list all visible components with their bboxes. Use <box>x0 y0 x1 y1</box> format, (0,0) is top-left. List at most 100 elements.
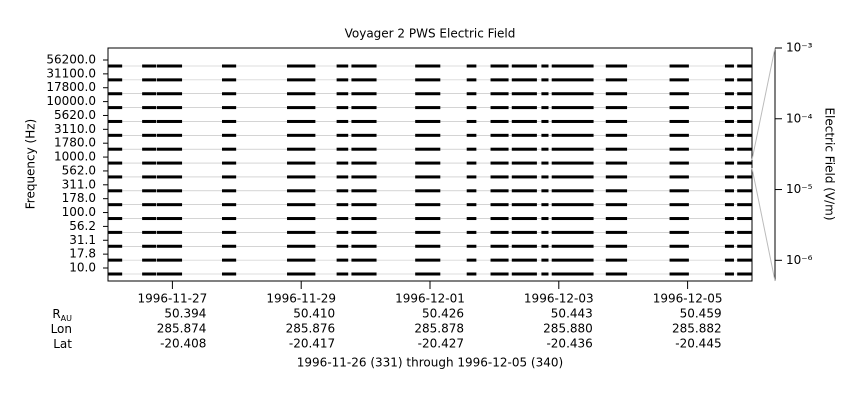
data-segment <box>511 230 537 234</box>
data-segment <box>156 133 183 137</box>
data-segment <box>724 106 734 110</box>
data-segment <box>724 133 734 137</box>
y-tick-label: 10000.0 <box>46 94 96 108</box>
y-tick-label: 56.2 <box>69 219 96 233</box>
data-segment <box>511 203 537 207</box>
data-segment <box>108 133 123 137</box>
data-segment <box>351 272 377 276</box>
data-segment <box>541 133 549 137</box>
data-segment <box>737 272 752 276</box>
data-segment <box>724 189 734 193</box>
data-segment <box>669 133 689 137</box>
data-segment <box>287 217 316 221</box>
data-segment <box>490 189 509 193</box>
data-segment <box>287 189 316 193</box>
data-segment <box>737 133 752 137</box>
data-segment <box>466 92 477 96</box>
y-tick-label: 3110.0 <box>54 122 96 136</box>
data-segment <box>551 203 594 207</box>
data-segment <box>669 119 689 123</box>
data-segment <box>221 189 237 193</box>
data-segment <box>511 217 537 221</box>
data-segment <box>336 244 349 248</box>
y-tick-label: 311.0 <box>62 177 96 191</box>
ephemeris-label-main: Lon <box>51 322 72 336</box>
data-segment <box>336 133 349 137</box>
data-segment <box>466 244 477 248</box>
ephemeris-value: -20.436 <box>546 337 592 351</box>
data-segment <box>669 244 689 248</box>
data-segment <box>724 161 734 165</box>
y-tick-label: 17800.0 <box>46 80 96 94</box>
data-segment <box>336 147 349 151</box>
data-segment <box>737 230 752 234</box>
data-segment <box>724 64 734 68</box>
data-segment <box>737 78 752 82</box>
data-segment <box>142 161 157 165</box>
data-segment <box>511 161 537 165</box>
data-segment <box>724 78 734 82</box>
data-segment <box>541 92 549 96</box>
data-segment <box>605 189 628 193</box>
y-tick-label: 178.0 <box>62 191 96 205</box>
data-segment <box>511 189 537 193</box>
data-segment <box>415 244 441 248</box>
data-segment <box>336 161 349 165</box>
data-segment <box>551 175 594 179</box>
data-segment <box>415 78 441 82</box>
data-segment <box>490 133 509 137</box>
data-segment <box>287 175 316 179</box>
data-segment <box>669 106 689 110</box>
data-segment <box>336 203 349 207</box>
data-segment <box>737 119 752 123</box>
x-tick-label: 1996-11-27 <box>138 292 208 306</box>
data-segment <box>108 106 123 110</box>
y-tick-label: 31100.0 <box>46 66 96 80</box>
ephemeris-label-sub: AU <box>61 314 72 323</box>
data-segment <box>415 64 441 68</box>
data-segment <box>336 119 349 123</box>
data-segment <box>551 244 594 248</box>
data-segment <box>351 244 377 248</box>
data-segment <box>108 147 123 151</box>
data-segment <box>466 258 477 262</box>
data-segment <box>737 244 752 248</box>
data-segment <box>108 244 123 248</box>
data-segment <box>605 106 628 110</box>
data-segment <box>605 217 628 221</box>
ephemeris-label: Lat <box>53 337 72 351</box>
x-tick-label: 1996-11-29 <box>266 292 336 306</box>
data-segment <box>287 272 316 276</box>
y2-tick-label: 10⁻⁵ <box>786 182 813 196</box>
data-segment <box>221 203 237 207</box>
data-segment <box>490 64 509 68</box>
ephemeris-value: 50.459 <box>680 307 722 321</box>
data-segment <box>142 175 157 179</box>
ephemeris-value: -20.427 <box>418 337 464 351</box>
data-segment <box>336 106 349 110</box>
data-segment <box>156 64 183 68</box>
data-segment <box>669 92 689 96</box>
data-segment <box>287 203 316 207</box>
data-segment <box>466 64 477 68</box>
data-segment <box>351 106 377 110</box>
ephemeris-value: 50.410 <box>293 307 335 321</box>
data-segment <box>605 119 628 123</box>
data-segment <box>737 106 752 110</box>
data-segment <box>490 244 509 248</box>
y-axis-label: Frequency (Hz) <box>24 119 38 210</box>
data-segment <box>490 119 509 123</box>
data-segment <box>287 133 316 137</box>
data-segment <box>351 133 377 137</box>
data-segment <box>336 175 349 179</box>
data-segment <box>351 217 377 221</box>
data-segment <box>511 78 537 82</box>
data-segment <box>415 217 441 221</box>
data-segment <box>511 64 537 68</box>
data-segment <box>605 175 628 179</box>
ephemeris-label: Lon <box>51 322 72 336</box>
data-segment <box>336 217 349 221</box>
data-segment <box>669 147 689 151</box>
data-segment <box>490 258 509 262</box>
